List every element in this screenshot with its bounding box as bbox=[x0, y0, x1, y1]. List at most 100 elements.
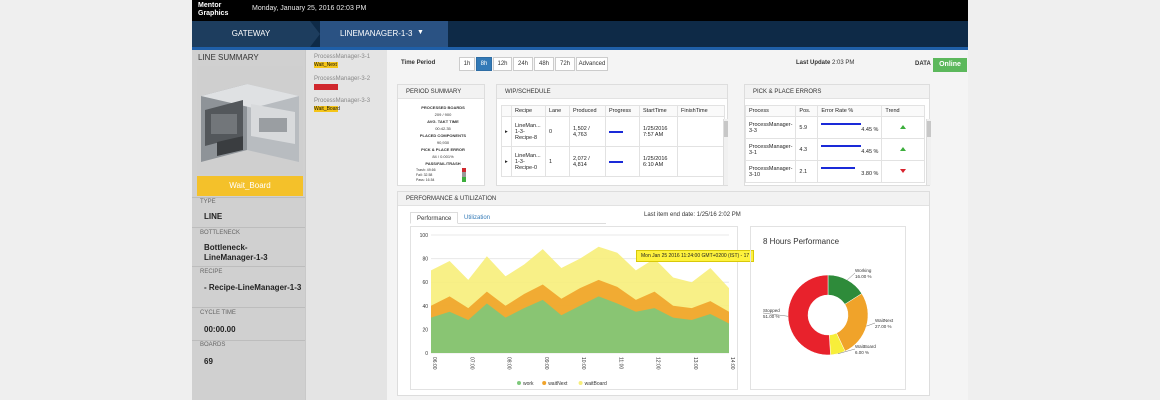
wip-scrollbar[interactable] bbox=[723, 119, 728, 185]
last-update-label: Last Update bbox=[796, 60, 831, 66]
process-manager-list: ProcessManager-3-1 Wait_Next ProcessMana… bbox=[305, 50, 387, 400]
boards-label: BOARDS bbox=[200, 342, 226, 348]
wip-col-recipe[interactable]: Recipe bbox=[511, 105, 546, 117]
pp-col-pos[interactable]: Pos. bbox=[795, 105, 819, 117]
pp-rate-text: 4.45 % bbox=[861, 126, 879, 133]
pp-trend bbox=[881, 138, 925, 161]
wip-col-lane[interactable]: Lane bbox=[545, 105, 570, 117]
table-row[interactable]: ProcessManager-3-1 4.3 4.45 % bbox=[744, 138, 925, 161]
boards-value: 69 bbox=[204, 357, 213, 366]
donut-value: 6.00 % bbox=[855, 350, 869, 355]
wip-col-progress[interactable]: Progress bbox=[605, 105, 640, 117]
process-manager-status bbox=[314, 84, 338, 90]
line-status-badge: Wait_Board bbox=[197, 176, 303, 196]
wip-col-finishtime[interactable]: FinishTime bbox=[677, 105, 725, 117]
x-tick-label: 09:00 bbox=[543, 357, 549, 370]
process-manager-name[interactable]: ProcessManager-3-3 bbox=[314, 98, 371, 104]
pp-rate-text: 4.45 % bbox=[861, 148, 879, 155]
time-period-12h-button[interactable]: 12h bbox=[493, 57, 512, 71]
expand-icon[interactable]: ▸ bbox=[501, 146, 512, 177]
time-period-24h-button[interactable]: 24h bbox=[513, 57, 533, 71]
last-item-end-date: Last item end date: 1/25/16 2:02 PM bbox=[644, 212, 741, 218]
pick-place-scroll-thumb[interactable] bbox=[927, 121, 931, 137]
tab-performance[interactable]: Performance bbox=[410, 212, 459, 224]
summary-heading: PASS/FAIL/TRASH bbox=[425, 161, 461, 166]
nav-line-button[interactable]: LINEMANAGER-1-3 bbox=[320, 21, 448, 47]
pp-rate: 3.80 % bbox=[817, 160, 883, 183]
summary-heading: AVG. TAKT TIME bbox=[427, 119, 459, 124]
y-tick-label: 80 bbox=[422, 257, 428, 263]
pie-chart-title: 8 Hours Performance bbox=[763, 237, 840, 246]
nav-gateway-button[interactable]: GATEWAY bbox=[192, 21, 320, 47]
pp-col-error-rate[interactable]: Error Rate % bbox=[817, 105, 883, 117]
app-window: Mentor Graphics Monday, January 25, 2016… bbox=[192, 0, 968, 400]
time-period-1h-button[interactable]: 1h bbox=[459, 57, 475, 71]
chevron-down-icon[interactable]: ▼ bbox=[417, 29, 424, 36]
expand-icon[interactable]: ▸ bbox=[501, 116, 512, 147]
wip-finish bbox=[677, 146, 725, 177]
donut-value: 27.00 % bbox=[875, 324, 892, 329]
wip-col-produced[interactable]: Produced bbox=[569, 105, 606, 117]
summary-heading: PROCESSED BOARDS bbox=[421, 105, 465, 110]
trend-up-icon bbox=[900, 146, 907, 151]
machine-image bbox=[197, 66, 303, 174]
line-summary-panel: LINE SUMMARY Wait_Board TYPE LINE BOTTLE… bbox=[192, 50, 305, 400]
wip-lane: 1 bbox=[545, 146, 570, 177]
period-summary-card: PERIOD SUMMARY PROCESSED BOARDS 209 / 900… bbox=[397, 84, 485, 186]
time-period-48h-button[interactable]: 48h bbox=[534, 57, 554, 71]
process-manager-status: Wait_Board bbox=[314, 106, 340, 112]
time-period-8h-button[interactable]: 8h bbox=[476, 57, 492, 71]
tab-utilization[interactable]: Utilization bbox=[464, 215, 491, 221]
pp-process: ProcessManager-3-10 bbox=[744, 160, 797, 183]
donut-leader-line bbox=[866, 322, 876, 327]
performance-utilization-title: PERFORMANCE & UTILIZATION bbox=[398, 192, 929, 206]
pick-place-scrollbar[interactable] bbox=[926, 119, 931, 185]
line-summary-title: LINE SUMMARY bbox=[198, 53, 259, 62]
table-row[interactable]: ProcessManager-3-10 2.1 3.80 % bbox=[744, 160, 925, 183]
pp-col-process[interactable]: Process bbox=[744, 105, 797, 117]
pp-col-trend[interactable]: Trend bbox=[881, 105, 925, 117]
process-manager-name[interactable]: ProcessManager-3-2 bbox=[314, 76, 371, 82]
error-rate-bar bbox=[821, 166, 856, 169]
summary-heading: PLACED COMPONENTS bbox=[419, 133, 467, 138]
process-manager-name[interactable]: ProcessManager-3-1 bbox=[314, 54, 371, 60]
time-period-label: Time Period bbox=[401, 60, 436, 66]
pick-place-table: Process Pos. Error Rate % Trend ProcessM… bbox=[744, 105, 925, 183]
nav-bar: GATEWAY LINEMANAGER-1-3 ▼ bbox=[192, 21, 968, 47]
wip-schedule-title: WIP/SCHEDULE bbox=[497, 85, 727, 99]
donut-slice-stopped bbox=[787, 274, 831, 356]
donut-label: WaitNext bbox=[875, 318, 894, 323]
pp-rate-text: 3.80 % bbox=[861, 170, 879, 177]
fail-value: Fail: 32.58 bbox=[416, 173, 433, 177]
legend-label-work: work bbox=[523, 381, 534, 387]
donut-label: Working bbox=[855, 268, 872, 273]
area-chart: 0 20 40 60 80 100 06:00 07:00 08:00 09:00 10:00 11:… bbox=[420, 233, 735, 387]
pie-chart-panel: 8 Hours Performance Working 16.00 % WaitNe… bbox=[750, 226, 906, 390]
legend-dot-waitBoard bbox=[578, 381, 583, 385]
wip-recipe: LineMan... 1-3-Recipe-0 bbox=[511, 146, 546, 177]
wip-col-starttime[interactable]: StartTime bbox=[639, 105, 678, 117]
pass-fail-trash-legend: Trash: 49.66 Fail: 32.58 Pass: 16.54 bbox=[416, 168, 436, 183]
pick-place-errors-card: PICK & PLACE ERRORS Process Pos. Error R… bbox=[744, 84, 931, 186]
pp-pos: 4.3 bbox=[795, 138, 819, 161]
wip-lane: 0 bbox=[545, 116, 570, 147]
wip-scroll-thumb[interactable] bbox=[724, 121, 728, 137]
wip-produced: 2,072 / 4,814 bbox=[569, 146, 606, 177]
donut-leader-line bbox=[847, 272, 856, 281]
wip-start: 1/25/2016 6:10 AM bbox=[639, 146, 678, 177]
donut-leader-line bbox=[837, 348, 856, 354]
table-row[interactable]: ProcessManager-3-3 5.9 4.45 % bbox=[744, 116, 925, 139]
x-tick-label: 11:00 bbox=[617, 357, 623, 369]
pp-trend bbox=[881, 160, 925, 183]
x-tick-label: 08:00 bbox=[506, 357, 512, 370]
table-row[interactable]: ▸ LineMan... 1-3-Recipe-0 1 2,072 / 4,81… bbox=[501, 146, 725, 177]
x-tick-label: 14:00 bbox=[729, 357, 735, 370]
error-rate-bar bbox=[821, 144, 862, 147]
time-period-72h-button[interactable]: 72h bbox=[555, 57, 575, 71]
trend-down-icon bbox=[900, 168, 907, 173]
time-period-advanced-button[interactable]: Advanced bbox=[576, 57, 608, 71]
pp-rate: 4.45 % bbox=[817, 138, 883, 161]
nav-divider bbox=[192, 47, 968, 50]
table-row[interactable]: ▸ LineMan... 1-3-Recipe-8 0 1,502 / 4,76… bbox=[501, 116, 725, 147]
